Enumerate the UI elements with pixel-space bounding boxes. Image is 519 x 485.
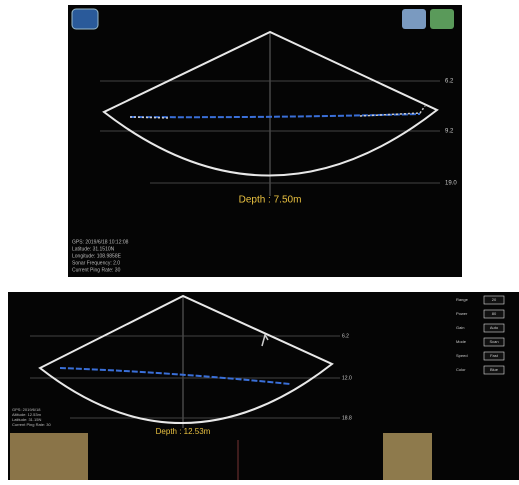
control-value: 80: [492, 311, 497, 316]
scale-label: 18.8: [342, 415, 352, 421]
info-line: Current Ping Rate: 30: [12, 422, 51, 427]
depth-label: Depth : 12.53m: [156, 427, 211, 436]
control-button[interactable]: [483, 309, 505, 319]
scale-label: 9.2: [445, 129, 454, 135]
tool-button[interactable]: [402, 9, 426, 29]
control-label: Power: [456, 311, 468, 316]
top-panel: [68, 5, 462, 277]
bottom-panel: [8, 292, 519, 480]
info-line: GPS: 2019/6/18 10:12:08: [72, 239, 129, 245]
depth-label: Depth : 7.50m: [239, 195, 302, 206]
info-line: Current Ping Rate: 30: [72, 267, 121, 273]
control-label: Color: [456, 367, 466, 372]
info-line: Altitude: 12.53m: [12, 412, 42, 417]
menu-button[interactable]: [71, 8, 99, 30]
sonar-fan: [38, 294, 334, 424]
control-button[interactable]: [483, 295, 505, 305]
control-button[interactable]: [483, 365, 505, 375]
control-value: Fast: [490, 353, 499, 358]
control-button[interactable]: [483, 337, 505, 347]
scale-label: 19.0: [445, 181, 457, 187]
control-button[interactable]: [483, 323, 505, 333]
info-line: Longitude: 108.9858E: [72, 253, 122, 259]
control-value: 20: [492, 297, 497, 302]
info-line: Latitude: 31.1510N: [72, 246, 115, 252]
control-value: Auto: [490, 325, 499, 330]
info-line: Sonar Frequency: 2.0: [72, 260, 120, 266]
control-button[interactable]: [483, 351, 505, 361]
control-label: Mode: [456, 339, 467, 344]
scale-label: 6.2: [445, 79, 454, 85]
info-line: GPS: 2019/6/18: [12, 407, 41, 412]
seabed-image: [383, 433, 432, 480]
tool-button[interactable]: [430, 9, 454, 29]
seabed-image: [10, 433, 88, 480]
scale-label: 6.2: [342, 333, 349, 339]
control-value: Scan: [489, 339, 498, 344]
control-label: Gain: [456, 325, 464, 330]
control-label: Range: [456, 297, 469, 302]
info-line: Latitude: 31.15N: [12, 417, 41, 422]
sonar-trace: [129, 105, 426, 119]
sonar-trace: [261, 333, 269, 347]
sonar-trace: [59, 367, 291, 385]
control-label: Speed: [456, 353, 468, 358]
control-value: Blue: [490, 367, 499, 372]
scale-label: 12.0: [342, 375, 352, 381]
sonar-fan: [102, 30, 439, 177]
